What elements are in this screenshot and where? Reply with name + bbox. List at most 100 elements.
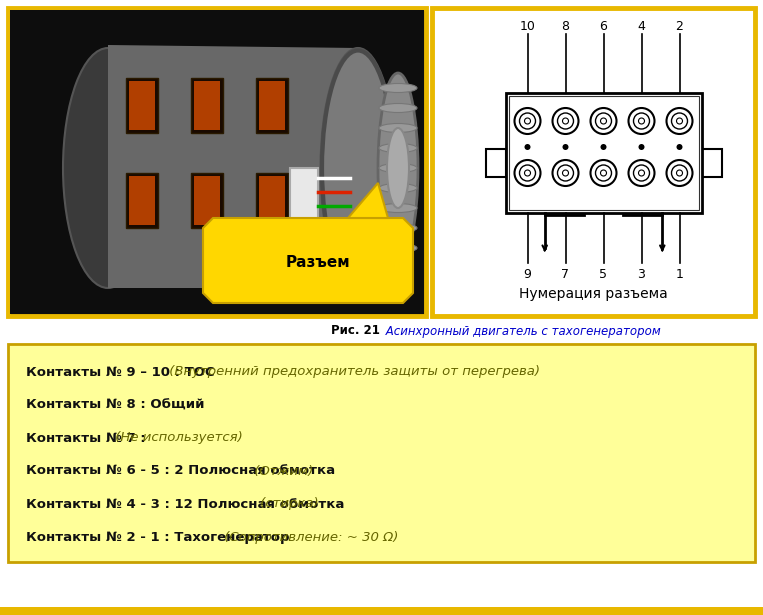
Circle shape [667, 108, 693, 134]
Ellipse shape [379, 223, 417, 232]
Ellipse shape [379, 244, 417, 253]
Text: Нумерация разъема: Нумерация разъема [519, 287, 668, 301]
Text: (Не используется): (Не используется) [111, 432, 243, 445]
Bar [191, 173, 223, 228]
Circle shape [600, 118, 607, 124]
Text: 4: 4 [638, 20, 645, 33]
Bar [485, 149, 506, 177]
Circle shape [552, 108, 578, 134]
Bar [259, 81, 285, 130]
Circle shape [562, 144, 568, 150]
Circle shape [677, 118, 682, 124]
Circle shape [595, 113, 611, 129]
Text: Разъем: Разъем [285, 255, 350, 270]
Text: Рис. 21: Рис. 21 [330, 325, 379, 338]
Bar [508, 96, 698, 210]
Bar [8, 8, 426, 316]
Circle shape [677, 144, 682, 150]
Bar [256, 78, 288, 133]
Text: (Внутренний предохранитель защиты от перегрева): (Внутренний предохранитель защиты от пер… [165, 365, 540, 378]
Circle shape [552, 160, 578, 186]
Circle shape [639, 118, 645, 124]
Text: (Сопротивление: ~ 30 Ω): (Сопротивление: ~ 30 Ω) [220, 531, 398, 544]
Bar [259, 81, 285, 130]
Polygon shape [348, 183, 388, 218]
Bar [259, 176, 285, 225]
Circle shape [629, 160, 655, 186]
Text: Асинхронный двигатель с тахогенератором: Асинхронный двигатель с тахогенератором [382, 325, 662, 338]
Ellipse shape [379, 204, 417, 213]
Bar [129, 176, 155, 225]
Bar [290, 168, 318, 223]
Text: 1: 1 [675, 269, 684, 282]
Circle shape [633, 165, 649, 181]
Circle shape [562, 118, 568, 124]
Text: Контакты № 6 - 5 : 2 Полюсная обмотка: Контакты № 6 - 5 : 2 Полюсная обмотка [26, 464, 335, 477]
Ellipse shape [379, 164, 417, 172]
Text: (Отжим): (Отжим) [250, 464, 313, 477]
Circle shape [558, 165, 574, 181]
Text: 7: 7 [562, 269, 569, 282]
Circle shape [639, 144, 645, 150]
Circle shape [667, 160, 693, 186]
Bar [701, 149, 722, 177]
Bar [126, 173, 158, 228]
Circle shape [524, 170, 530, 176]
Circle shape [629, 108, 655, 134]
Bar [0, 607, 763, 615]
Circle shape [524, 144, 530, 150]
Bar [259, 176, 285, 225]
Bar [194, 81, 220, 130]
Ellipse shape [379, 103, 417, 113]
Text: 6: 6 [600, 20, 607, 33]
Circle shape [591, 108, 617, 134]
Circle shape [671, 113, 687, 129]
Text: 3: 3 [638, 269, 645, 282]
Text: Контакты № 2 - 1 : Тахогенератор: Контакты № 2 - 1 : Тахогенератор [26, 531, 289, 544]
Ellipse shape [379, 143, 417, 153]
Bar [506, 93, 701, 213]
Circle shape [558, 113, 574, 129]
Bar [194, 81, 220, 130]
Circle shape [562, 170, 568, 176]
Circle shape [600, 170, 607, 176]
Circle shape [671, 165, 687, 181]
Ellipse shape [378, 73, 418, 263]
Circle shape [524, 118, 530, 124]
Circle shape [677, 170, 682, 176]
Bar [194, 176, 220, 225]
Text: Контакты № 9 – 10 : ТОС: Контакты № 9 – 10 : ТОС [26, 365, 214, 378]
Ellipse shape [320, 48, 395, 288]
Ellipse shape [379, 124, 417, 132]
Ellipse shape [387, 128, 409, 208]
Text: 10: 10 [520, 20, 536, 33]
Circle shape [600, 144, 607, 150]
Polygon shape [203, 218, 413, 303]
Bar [432, 8, 755, 316]
Circle shape [514, 160, 540, 186]
Circle shape [514, 108, 540, 134]
Text: 9: 9 [523, 269, 532, 282]
Bar [8, 344, 755, 562]
Text: Контакты № 8 : Общий: Контакты № 8 : Общий [26, 399, 204, 411]
Circle shape [591, 160, 617, 186]
Text: Контакты № 7 :: Контакты № 7 : [26, 432, 146, 445]
Bar [129, 81, 155, 130]
Text: 8: 8 [562, 20, 569, 33]
Ellipse shape [379, 183, 417, 192]
Bar [256, 173, 288, 228]
Circle shape [520, 165, 536, 181]
Text: Контакты № 4 - 3 : 12 Полюсная обмотка: Контакты № 4 - 3 : 12 Полюсная обмотка [26, 498, 344, 510]
Text: 5: 5 [600, 269, 607, 282]
Bar [191, 78, 223, 133]
Polygon shape [108, 45, 358, 288]
Bar [10, 10, 424, 314]
Bar [129, 81, 155, 130]
Bar [129, 176, 155, 225]
Text: (стирка): (стирка) [256, 498, 318, 510]
Bar [126, 78, 158, 133]
Bar [194, 176, 220, 225]
Circle shape [633, 113, 649, 129]
Circle shape [639, 170, 645, 176]
Circle shape [595, 165, 611, 181]
